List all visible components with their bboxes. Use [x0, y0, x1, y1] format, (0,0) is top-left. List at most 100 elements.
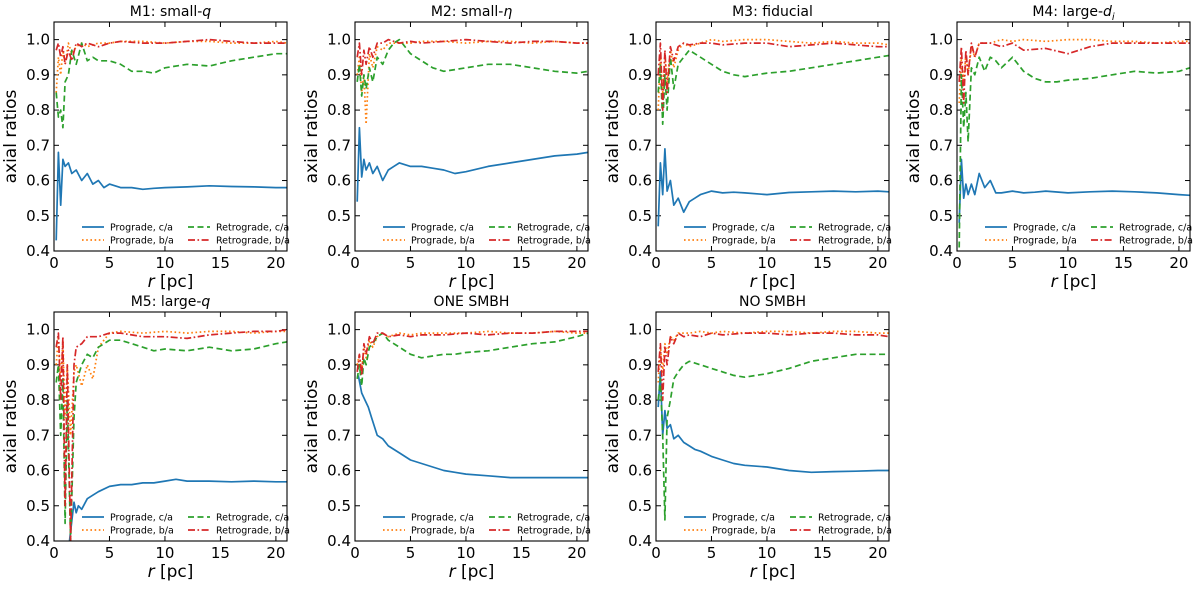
- x-tick-label: 20: [266, 544, 285, 562]
- legend-label: Prograde, b/a: [1013, 236, 1077, 247]
- x-tick-label: 0: [651, 254, 661, 272]
- x-tick-label: 0: [651, 544, 661, 562]
- legend-label: Prograde, b/a: [110, 526, 174, 537]
- y-axis-label: axial ratios: [302, 89, 322, 183]
- x-tick-label: 10: [155, 544, 174, 562]
- x-tick-label: 0: [350, 544, 360, 562]
- x-tick-label: 20: [868, 254, 887, 272]
- series-line-retrograde-b-a: [55, 328, 287, 541]
- series-line-retrograde-b-a: [958, 42, 1190, 104]
- legend-label: Prograde, c/a: [411, 513, 474, 524]
- y-tick-label: 1.0: [628, 31, 652, 49]
- x-tick-label: 5: [105, 254, 115, 272]
- x-tick-label: 5: [406, 254, 416, 272]
- y-axis-label: axial ratios: [1, 89, 21, 183]
- x-tick-label: 5: [1008, 254, 1018, 272]
- y-tick-label: 1.0: [26, 31, 50, 49]
- y-tick-label: 0.5: [628, 207, 652, 225]
- x-tick-label: 15: [813, 254, 832, 272]
- y-tick-label: 0.6: [929, 172, 953, 190]
- y-tick-label: 0.7: [327, 426, 351, 444]
- plot-frame: [655, 21, 890, 252]
- y-tick-label: 0.6: [26, 172, 50, 190]
- panel-title: NO SMBH: [739, 294, 806, 310]
- plot-frame: [53, 21, 288, 252]
- series-line-retrograde-c-a: [657, 49, 889, 126]
- x-tick-label: 15: [813, 544, 832, 562]
- x-tick-label: 15: [1114, 254, 1133, 272]
- x-axis-label: r [pc]: [449, 562, 495, 582]
- y-tick-label: 0.7: [929, 136, 953, 154]
- y-tick-label: 0.4: [327, 242, 351, 260]
- y-tick-label: 0.7: [327, 136, 351, 154]
- series-line-retrograde-b-a: [55, 38, 287, 66]
- legend-label: Prograde, c/a: [1013, 223, 1076, 234]
- y-tick-label: 0.4: [26, 532, 50, 550]
- y-tick-label: 0.6: [628, 462, 652, 480]
- series-line-prograde-b-a: [657, 38, 889, 111]
- y-tick-label: 0.5: [327, 207, 351, 225]
- x-tick-label: 15: [211, 254, 230, 272]
- series-line-retrograde-c-a: [55, 42, 287, 129]
- legend-label: Retrograde, c/a: [1119, 223, 1192, 234]
- panel-6: ONE SMBH 0 5 10 15 20 0.4 0.5 0.6 0.7 0.8 0.9 1.0 r […: [302, 294, 591, 582]
- legend-label: Prograde, b/a: [411, 236, 475, 247]
- y-tick-label: 1.0: [327, 31, 351, 49]
- legend-label: Prograde, b/a: [110, 236, 174, 247]
- y-tick-label: 0.5: [327, 497, 351, 515]
- legend-label: Retrograde, b/a: [1119, 236, 1193, 247]
- y-tick-label: 0.4: [929, 242, 953, 260]
- series-line-prograde-c-a: [68, 478, 287, 541]
- y-tick-label: 0.6: [26, 462, 50, 480]
- series-line-retrograde-c-a: [356, 332, 588, 387]
- series-line-retrograde-b-a: [657, 42, 889, 111]
- legend-label: Retrograde, b/a: [818, 236, 892, 247]
- x-tick-label: 20: [266, 254, 285, 272]
- y-tick-label: 0.8: [327, 101, 351, 119]
- y-tick-label: 1.0: [929, 31, 953, 49]
- x-tick-label: 10: [757, 254, 776, 272]
- legend-label: Retrograde, c/a: [517, 223, 590, 234]
- legend-label: Retrograde, c/a: [818, 223, 891, 234]
- series-line-prograde-b-a: [958, 38, 1190, 104]
- series-line-prograde-c-a: [357, 375, 588, 479]
- legend: Prograde, c/a Prograde, b/a Retrograde, c/…: [383, 513, 591, 537]
- x-tick-label: 20: [567, 544, 586, 562]
- legend-label: Retrograde, b/a: [517, 236, 591, 247]
- series-line-retrograde-b-a: [657, 332, 889, 401]
- panel-title: M3: fiducial: [732, 4, 813, 20]
- legend: Prograde, c/a Prograde, b/a Retrograde, c/…: [985, 223, 1193, 247]
- panel-3: M3: fiducial 0 5 10 15 20 0.4 0.5 0.6 0.7 0.8 0.9 1.…: [603, 4, 892, 292]
- legend-label: Retrograde, c/a: [818, 513, 891, 524]
- legend-label: Prograde, b/a: [712, 526, 776, 537]
- legend: Prograde, c/a Prograde, b/a Retrograde, c/…: [684, 513, 892, 537]
- legend-label: Prograde, c/a: [110, 223, 173, 234]
- y-tick-label: 1.0: [327, 321, 351, 339]
- x-tick-label: 15: [211, 544, 230, 562]
- plot-frame: [53, 311, 288, 542]
- legend-label: Retrograde, c/a: [216, 513, 289, 524]
- y-tick-label: 0.6: [327, 172, 351, 190]
- panel-title: M2: small-η: [431, 4, 513, 20]
- legend-label: Retrograde, b/a: [818, 526, 892, 537]
- x-tick-label: 5: [105, 544, 115, 562]
- series-line-prograde-b-a: [55, 40, 287, 93]
- legend: Prograde, c/a Prograde, b/a Retrograde, c/…: [82, 513, 290, 537]
- y-tick-label: 0.8: [929, 101, 953, 119]
- series-line-prograde-c-a: [356, 126, 588, 202]
- x-tick-label: 5: [707, 254, 717, 272]
- series-line-prograde-c-a: [657, 371, 889, 474]
- x-tick-label: 10: [456, 254, 475, 272]
- series-line-prograde-b-a: [356, 330, 588, 373]
- legend-label: Prograde, c/a: [110, 513, 173, 524]
- y-axis-label: axial ratios: [1, 379, 21, 473]
- panel-5: M5: large-q 0 5 10 15 20 0.4 0.5 0.6 0.7 0.8 0.9 1.0…: [1, 294, 290, 582]
- series-line-prograde-c-a: [657, 147, 889, 227]
- y-tick-label: 0.4: [26, 242, 50, 260]
- series-line-retrograde-b-a: [356, 330, 588, 377]
- legend-label: Retrograde, b/a: [216, 236, 290, 247]
- y-tick-label: 0.7: [26, 426, 50, 444]
- y-tick-label: 0.8: [26, 101, 50, 119]
- y-tick-label: 0.9: [327, 356, 351, 374]
